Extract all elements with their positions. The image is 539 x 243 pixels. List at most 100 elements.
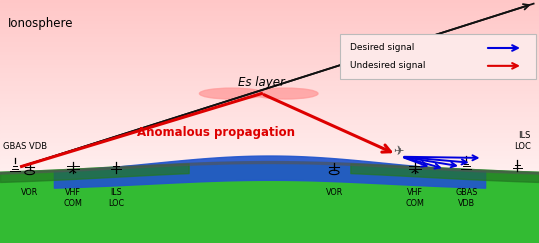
Bar: [0, 41, 539, 42]
Bar: [0, 126, 539, 128]
Bar: [0, 170, 539, 172]
Bar: [0, 95, 539, 97]
Text: ✈: ✈: [393, 145, 404, 158]
Bar: [0, 152, 539, 154]
Text: ILS
LOC: ILS LOC: [514, 131, 531, 151]
Bar: [0, 230, 539, 232]
Bar: [0, 183, 539, 185]
Bar: [0, 27, 539, 29]
Bar: [0, 81, 539, 83]
Bar: [0, 151, 539, 152]
Bar: [0, 168, 539, 170]
Bar: [0, 139, 539, 141]
Bar: [0, 134, 539, 136]
Bar: [0, 26, 539, 27]
Bar: [0, 118, 539, 120]
Bar: [0, 94, 539, 95]
Bar: [0, 160, 539, 162]
Bar: [0, 172, 539, 173]
Bar: [0, 61, 539, 63]
Bar: [0, 113, 539, 115]
Bar: [0, 173, 539, 175]
Bar: [0, 193, 539, 194]
Text: Anomalous propagation: Anomalous propagation: [136, 126, 295, 139]
Bar: [0, 178, 539, 180]
FancyBboxPatch shape: [340, 34, 536, 79]
Bar: [0, 47, 539, 49]
Bar: [0, 216, 539, 217]
Bar: [0, 104, 539, 105]
Bar: [0, 146, 539, 148]
Bar: [0, 131, 539, 133]
Text: VHF
COM: VHF COM: [405, 188, 425, 208]
Text: Undesired signal: Undesired signal: [350, 61, 426, 70]
Bar: [0, 5, 539, 7]
Text: Ionosphere: Ionosphere: [8, 17, 74, 30]
Bar: [0, 89, 539, 91]
Bar: [0, 209, 539, 211]
Text: Desired signal: Desired signal: [350, 43, 414, 52]
Bar: [0, 39, 539, 41]
Bar: [0, 65, 539, 66]
Bar: [0, 58, 539, 60]
Bar: [0, 204, 539, 206]
Bar: [0, 53, 539, 55]
Bar: [0, 7, 539, 8]
Bar: [0, 37, 539, 39]
Bar: [0, 238, 539, 240]
Bar: [0, 212, 539, 214]
Bar: [0, 165, 539, 167]
Bar: [0, 102, 539, 104]
Bar: [0, 24, 539, 26]
Bar: [0, 92, 539, 94]
Text: VHF
COM: VHF COM: [63, 188, 82, 208]
Bar: [0, 75, 539, 76]
Bar: [0, 21, 539, 23]
Bar: [0, 97, 539, 99]
Bar: [0, 156, 539, 157]
Bar: [0, 177, 539, 178]
Bar: [0, 217, 539, 219]
Bar: [0, 180, 539, 182]
Bar: [0, 31, 539, 32]
Bar: [0, 144, 539, 146]
Ellipse shape: [199, 88, 264, 99]
Text: VOR: VOR: [326, 188, 343, 197]
Bar: [0, 117, 539, 118]
Bar: [0, 136, 539, 138]
Bar: [0, 148, 539, 149]
Bar: [0, 32, 539, 34]
Bar: [0, 138, 539, 139]
Bar: [0, 83, 539, 84]
Bar: [0, 219, 539, 220]
Bar: [0, 232, 539, 233]
Bar: [0, 78, 539, 79]
Bar: [0, 115, 539, 117]
Bar: [0, 133, 539, 134]
Bar: [0, 87, 539, 89]
Bar: [0, 241, 539, 243]
Bar: [0, 23, 539, 24]
Bar: [0, 44, 539, 45]
Bar: [0, 207, 539, 209]
Bar: [0, 228, 539, 230]
Bar: [0, 222, 539, 224]
Bar: [0, 63, 539, 65]
Bar: [0, 11, 539, 13]
Bar: [0, 68, 539, 70]
Bar: [0, 240, 539, 241]
Bar: [0, 57, 539, 58]
Bar: [0, 29, 539, 31]
Text: GBAS VDB: GBAS VDB: [3, 142, 47, 151]
Bar: [0, 2, 539, 3]
Bar: [0, 52, 539, 53]
Bar: [0, 175, 539, 177]
Bar: [0, 49, 539, 50]
Bar: [0, 188, 539, 190]
Bar: [0, 224, 539, 225]
Bar: [0, 182, 539, 183]
Bar: [0, 0, 539, 2]
Bar: [0, 109, 539, 110]
Text: GBAS
VDB: GBAS VDB: [455, 188, 478, 208]
Bar: [0, 159, 539, 160]
